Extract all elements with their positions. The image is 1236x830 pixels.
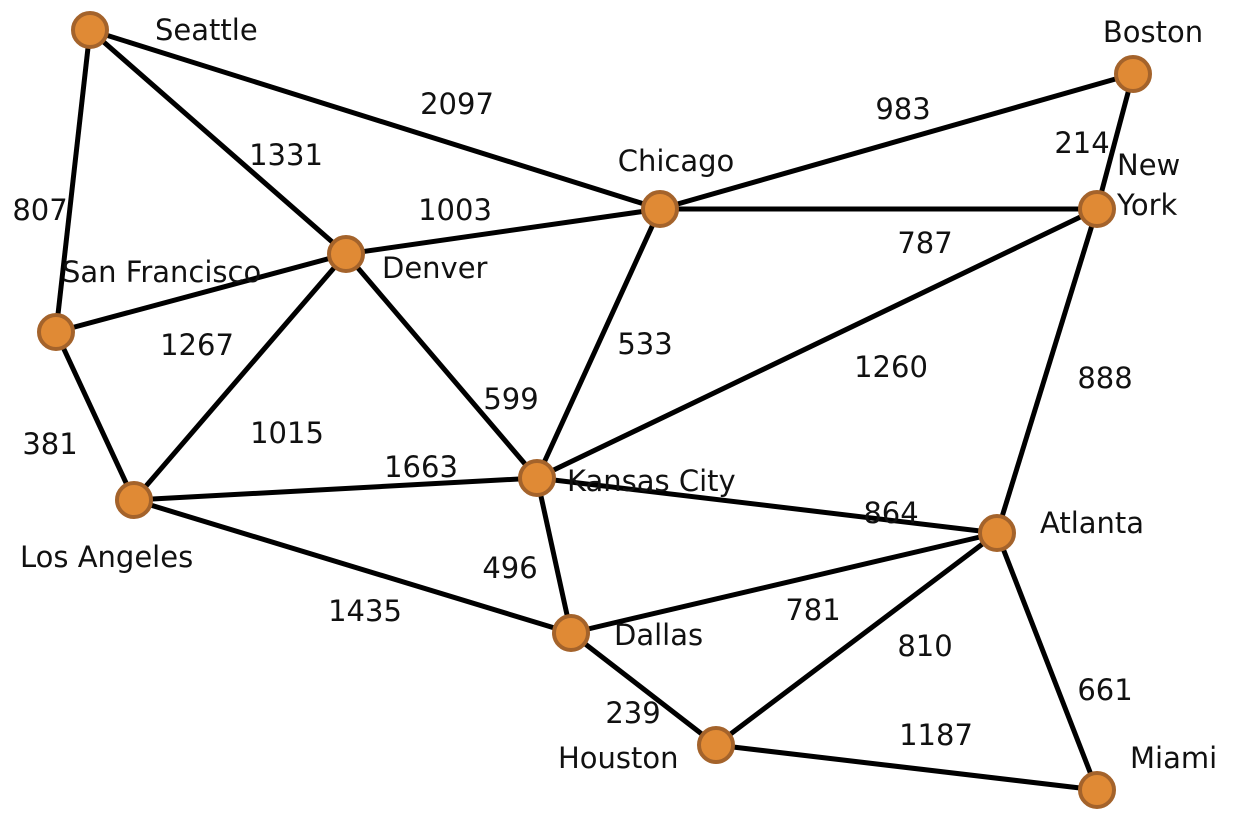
edge-weight: 1015	[250, 416, 324, 450]
edge	[53, 330, 137, 502]
edge-weight: 1187	[899, 718, 973, 752]
edge-weight: 888	[1077, 361, 1133, 395]
edge-weight: 239	[605, 696, 661, 730]
city-node	[978, 514, 1016, 552]
edge	[133, 497, 572, 636]
edge	[715, 742, 1098, 793]
edge-weight: 1663	[384, 450, 458, 484]
city-node	[1078, 771, 1116, 809]
edge-weight: 1267	[160, 328, 234, 362]
city-node	[1078, 190, 1116, 228]
edge-weight: 1331	[249, 138, 323, 172]
city-node	[518, 459, 556, 497]
edge-weight: 810	[897, 629, 953, 663]
edge	[88, 28, 348, 256]
edge-weight: 807	[12, 193, 68, 227]
edge	[535, 206, 1099, 481]
edge-weight: 214	[1054, 126, 1110, 160]
edge-weight: 781	[785, 593, 841, 627]
city-node	[71, 11, 109, 49]
city-node	[641, 190, 679, 228]
edge	[994, 208, 1100, 534]
edge	[569, 631, 718, 747]
edge	[133, 475, 538, 503]
edge-weight: 1435	[328, 594, 402, 628]
edge-weight: 533	[617, 327, 673, 361]
edge-weight: 787	[897, 226, 953, 260]
city-label: Kansas City	[567, 464, 736, 498]
city-label: Seattle	[155, 13, 258, 47]
city-node	[115, 481, 153, 519]
city-label: Chicago	[617, 144, 735, 178]
city-label: Boston	[1102, 15, 1204, 49]
city-label: San Francisco	[62, 255, 262, 289]
city-label: Los Angeles	[20, 540, 194, 574]
edge	[89, 27, 661, 212]
edge	[344, 252, 539, 480]
edge-weight: 381	[22, 427, 78, 461]
edge	[55, 251, 347, 335]
edge	[714, 531, 999, 747]
edge-weight: 1260	[854, 350, 928, 384]
city-label: Denver	[382, 251, 488, 285]
city-node	[1114, 55, 1152, 93]
edge-weight: 599	[483, 382, 539, 416]
edge-weight: 1003	[418, 193, 492, 227]
edge	[345, 206, 661, 257]
edge	[536, 475, 998, 536]
edge	[534, 477, 574, 634]
city-node	[552, 614, 590, 652]
edge	[53, 29, 93, 333]
city-label: Miami	[1130, 741, 1218, 775]
city-label: Houston	[558, 741, 679, 775]
edge	[994, 532, 1100, 791]
city-label: Atlanta	[1040, 506, 1145, 540]
edge	[659, 71, 1134, 212]
city-label: Dallas	[614, 618, 704, 652]
edge-weight: 983	[875, 92, 931, 126]
city-node	[327, 235, 365, 273]
edge	[570, 530, 998, 636]
city-label: New York	[1117, 148, 1181, 222]
edge	[1094, 73, 1136, 210]
edge-weight: 496	[482, 551, 538, 585]
edge-weight: 864	[863, 496, 919, 530]
city-node	[697, 726, 735, 764]
edge	[132, 252, 348, 502]
edge-weight: 661	[1077, 673, 1133, 707]
edge	[534, 207, 663, 480]
city-node	[37, 313, 75, 351]
edge-weight: 2097	[420, 87, 494, 121]
